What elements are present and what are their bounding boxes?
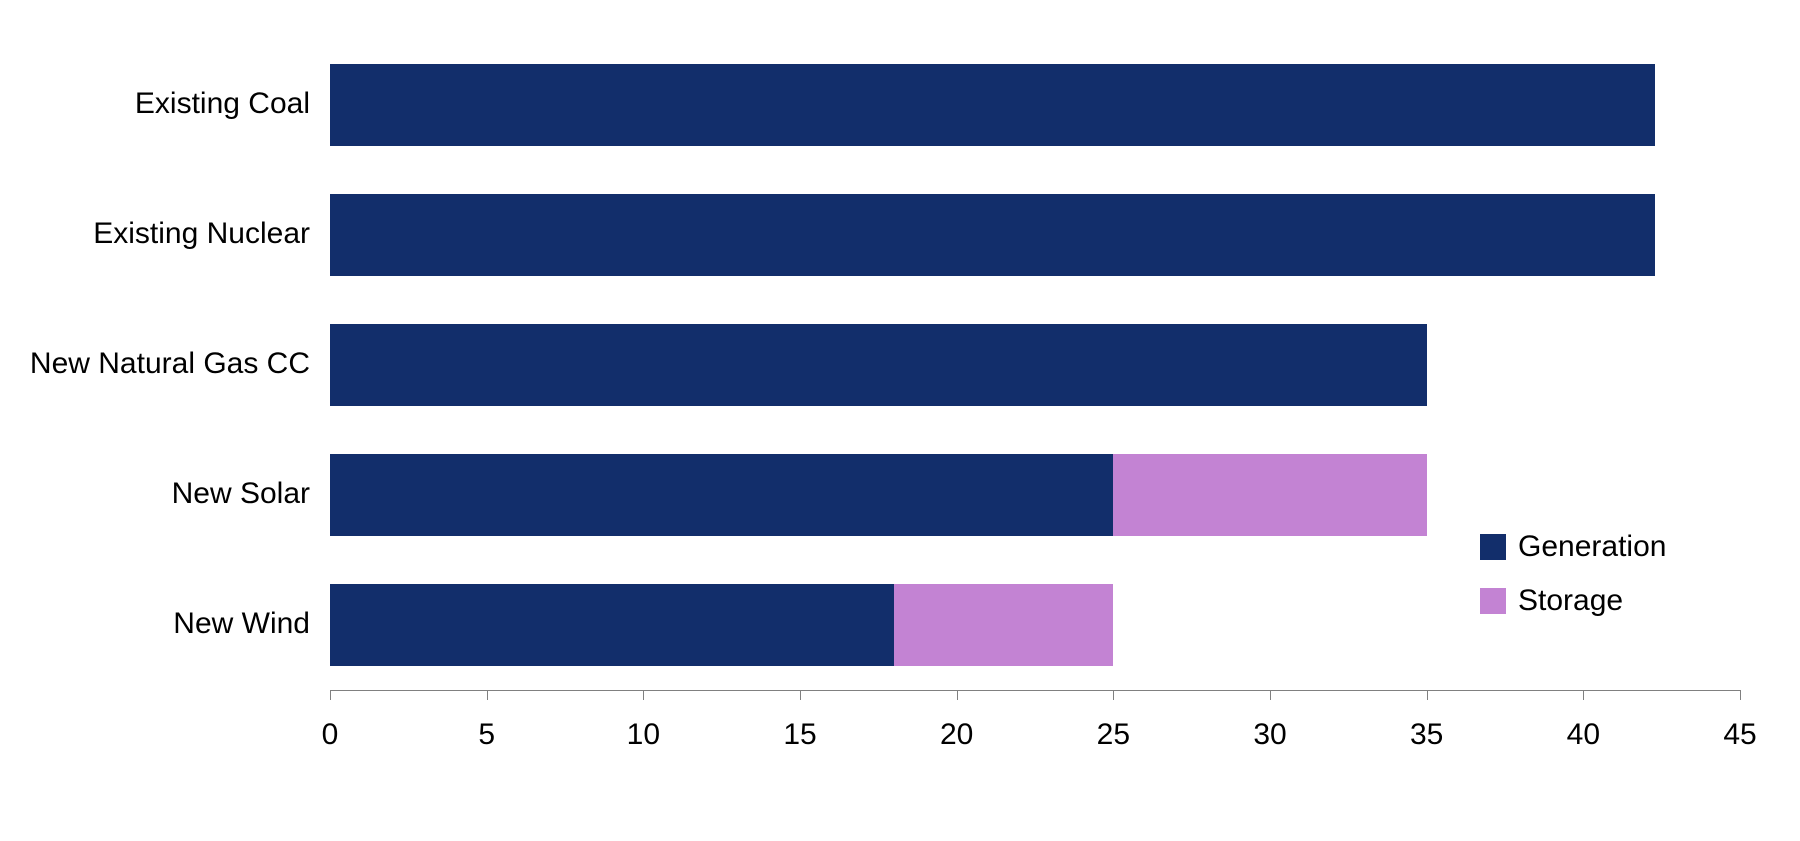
category-label: Existing Coal [135, 87, 310, 121]
category-label: New Wind [173, 607, 310, 641]
bar-segment-storage [1113, 454, 1426, 536]
x-tick [330, 690, 331, 700]
x-tick-label: 30 [1253, 718, 1286, 752]
x-tick [1270, 690, 1271, 700]
legend-label: Storage [1518, 584, 1623, 618]
x-tick [800, 690, 801, 700]
legend-swatch [1480, 534, 1506, 560]
bar-row [330, 324, 1427, 406]
legend-swatch [1480, 588, 1506, 614]
x-tick-label: 10 [627, 718, 660, 752]
bar-segment-generation [330, 64, 1655, 146]
x-tick-label: 15 [783, 718, 816, 752]
bar-segment-storage [894, 584, 1113, 666]
x-tick-label: 0 [322, 718, 339, 752]
legend: Generation Storage [1480, 530, 1666, 638]
x-tick-label: 40 [1567, 718, 1600, 752]
x-tick-label: 35 [1410, 718, 1443, 752]
x-tick [1427, 690, 1428, 700]
bar-row [330, 584, 1113, 666]
x-tick [643, 690, 644, 700]
x-tick [1740, 690, 1741, 700]
category-label: New Natural Gas CC [30, 347, 310, 381]
energy-cost-bar-chart: Existing Coal Existing Nuclear New Natural… [0, 0, 1800, 841]
x-tick-label: 45 [1723, 718, 1756, 752]
x-tick [957, 690, 958, 700]
x-tick [487, 690, 488, 700]
x-tick-label: 20 [940, 718, 973, 752]
legend-item: Generation [1480, 530, 1666, 564]
bar-row [330, 454, 1427, 536]
legend-label: Generation [1518, 530, 1666, 564]
legend-item: Storage [1480, 584, 1666, 618]
x-tick-label: 25 [1097, 718, 1130, 752]
bar-segment-generation [330, 324, 1427, 406]
category-label: New Solar [172, 477, 310, 511]
x-tick [1113, 690, 1114, 700]
category-label: Existing Nuclear [93, 217, 310, 251]
bar-segment-generation [330, 584, 894, 666]
bar-row [330, 194, 1655, 276]
x-tick-label: 5 [478, 718, 495, 752]
bar-segment-generation [330, 194, 1655, 276]
bar-segment-generation [330, 454, 1113, 536]
bar-row [330, 64, 1655, 146]
x-axis-line [330, 690, 1740, 691]
x-tick [1583, 690, 1584, 700]
